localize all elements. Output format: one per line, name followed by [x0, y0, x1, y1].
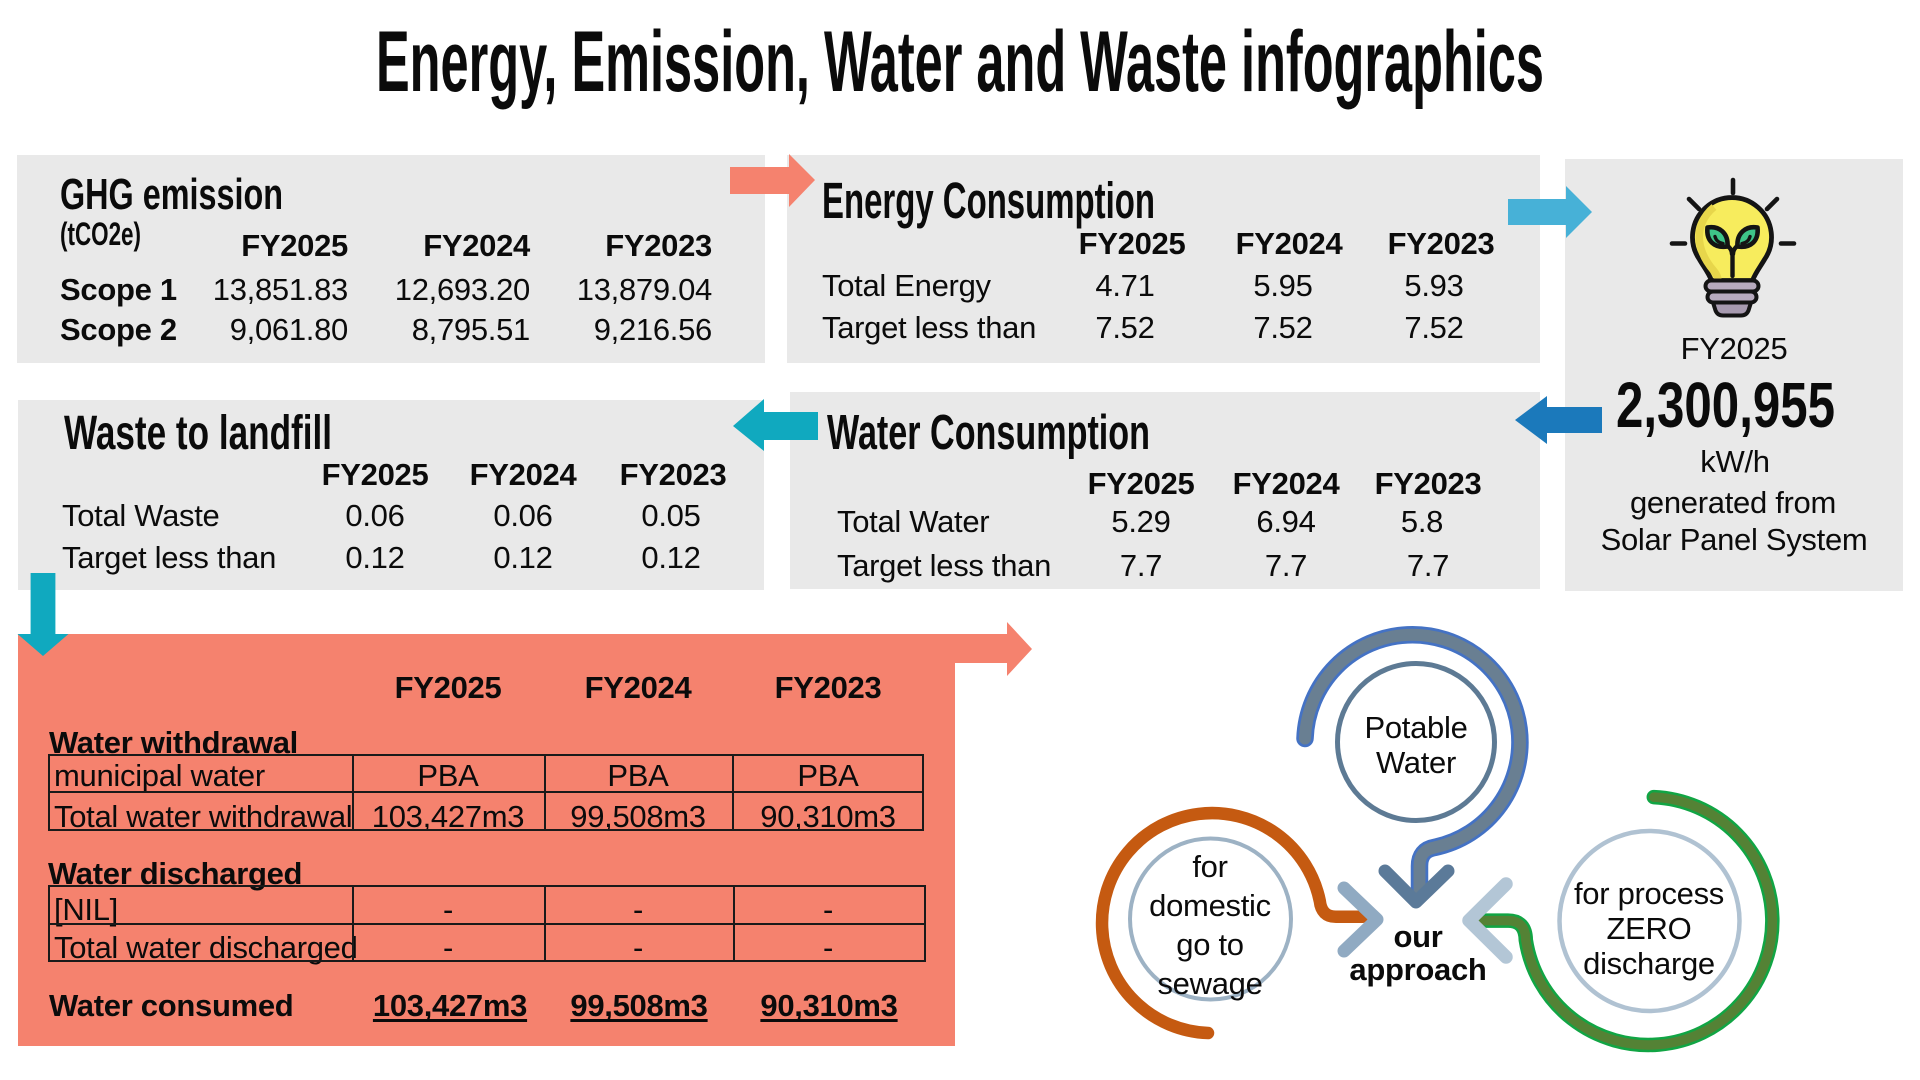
svg-text:Waste to landfill: Waste to landfill: [64, 407, 332, 460]
svg-text:GHG emission: GHG emission: [60, 170, 283, 219]
svg-text:2,300,955: 2,300,955: [1616, 369, 1835, 441]
svg-text:Energy Consumption: Energy Consumption: [822, 172, 1155, 229]
svg-text:Energy, Emission, Water and Wa: Energy, Emission, Water and Waste infogr…: [376, 14, 1544, 110]
svg-text:Water Consumption: Water Consumption: [827, 406, 1150, 460]
svg-text:(tCO2e): (tCO2e): [60, 216, 141, 252]
